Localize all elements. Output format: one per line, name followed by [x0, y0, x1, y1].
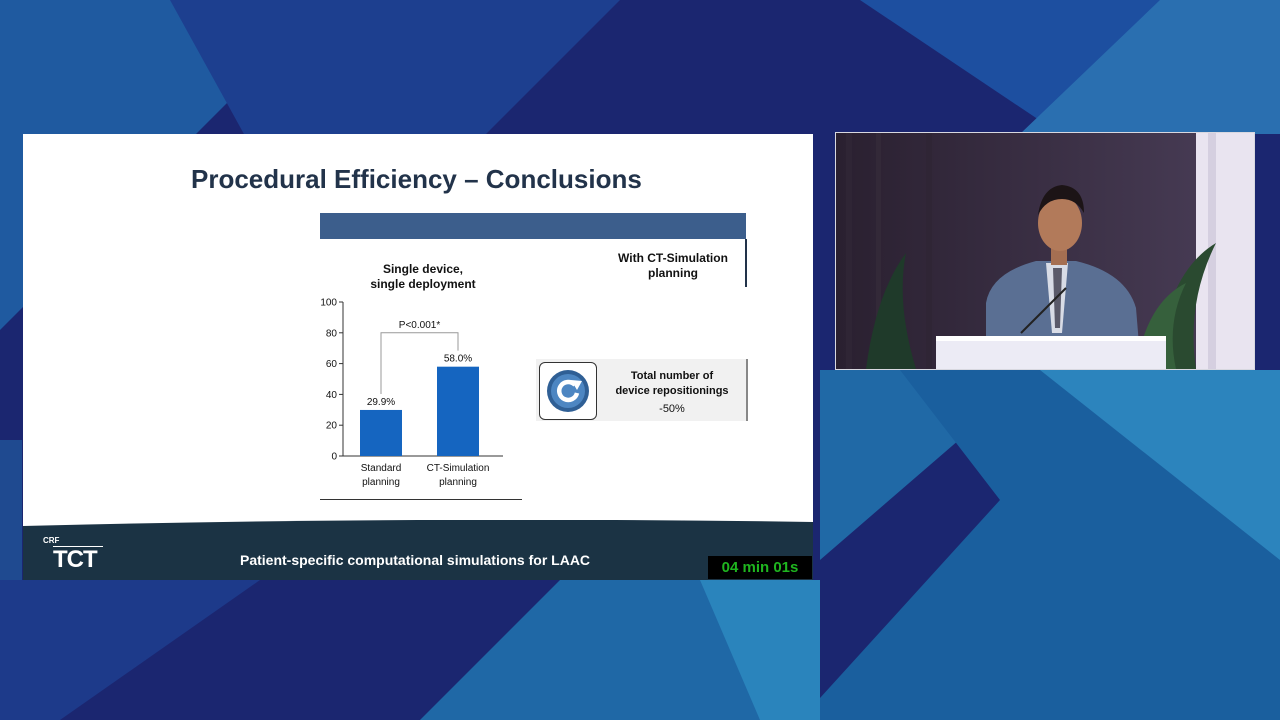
repositioning-icon — [539, 362, 597, 420]
significance-bracket — [380, 332, 459, 394]
x-tick-label: planning — [362, 477, 400, 488]
crf-logo: CRF — [43, 536, 60, 545]
slide-title: Procedural Efficiency – Conclusions — [191, 164, 642, 194]
logo-divider — [53, 546, 103, 547]
data-label: 29.9% — [367, 397, 395, 408]
metric-value: -50% — [659, 403, 685, 415]
repositioning-metric-card: Total number of device repositionings -5… — [536, 359, 748, 421]
y-tick-label: 60 — [326, 359, 338, 370]
x-tick-label: Standard — [361, 463, 402, 474]
speaker-video — [835, 132, 1255, 370]
metric-label-line1: Total number of — [630, 370, 714, 382]
bar-chart: 0 20 40 60 80 100 29.9% Standard planning 58.0% CT… — [320, 298, 503, 488]
y-tick-label: 0 — [331, 452, 337, 463]
bar-1 — [360, 409, 402, 456]
session-timer: 04 min 01s — [708, 556, 812, 579]
chart-heading-line1: Single device, — [382, 262, 464, 276]
x-tick-label: planning — [439, 477, 477, 488]
slide-footer: CRF TCT Patient-specific computational s… — [23, 520, 813, 580]
metric-label: Total number of device repositionings — [602, 369, 742, 399]
x-tick-label: CT-Simulation — [427, 463, 490, 474]
footer-title: Patient-specific computational simulatio… — [240, 552, 591, 568]
simulation-column-heading: With CT-Simulation planning — [599, 251, 747, 281]
significance-annotation: P<0.001* — [399, 320, 441, 331]
table-bottom-rule — [320, 499, 522, 500]
data-label: 58.0% — [444, 354, 472, 365]
tct-logo: TCT — [53, 546, 98, 573]
footer-wave — [23, 520, 813, 580]
metric-label-line2: device repositionings — [615, 385, 729, 397]
y-tick-label: 80 — [326, 328, 338, 339]
sim-heading-line2: planning — [648, 266, 698, 280]
speaker-video-frame — [836, 133, 1254, 369]
chart-heading: Single device, single deployment — [343, 262, 503, 292]
table-header-bar — [320, 213, 746, 239]
y-tick-label: 100 — [320, 298, 337, 309]
bar-2 — [437, 366, 479, 456]
y-tick-label: 20 — [326, 421, 338, 432]
column-divider — [745, 239, 747, 287]
presentation-slide: Procedural Efficiency – Conclusions Sing… — [23, 134, 813, 580]
y-tick-label: 40 — [326, 390, 338, 401]
chart-heading-line2: single deployment — [370, 277, 476, 291]
sim-heading-line1: With CT-Simulation — [618, 251, 728, 265]
